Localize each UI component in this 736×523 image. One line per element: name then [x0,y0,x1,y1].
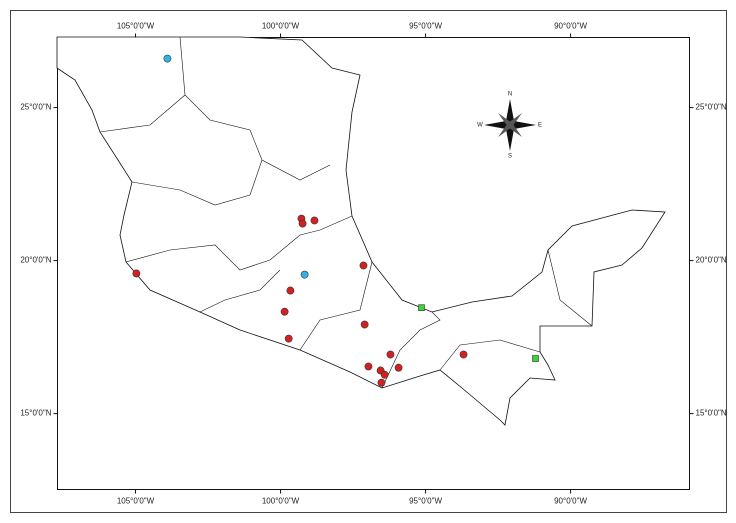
site-marker [360,320,369,329]
site-marker [377,378,386,387]
site-marker [386,350,395,359]
y-tick-label-left: 25°0'0"N [20,103,51,112]
compass-w: W [477,123,483,129]
site-marker [459,350,468,359]
site-marker [532,355,539,362]
compass-rose: N S E W [477,92,542,160]
y-tick-label-right: 20°0'0"N [696,256,727,265]
site-marker [364,362,373,371]
compass-s: S [508,154,512,160]
x-tick-label-bottom: 90°0'0"W [554,497,587,506]
site-marker [380,370,389,379]
site-marker [300,270,309,279]
site-marker [359,261,368,270]
y-tick-label-right: 25°0'0"N [696,103,727,112]
x-tick-label-bottom: 100°0'0"W [262,497,300,506]
y-tick-label-left: 20°0'0"N [20,256,51,265]
site-marker [298,219,307,228]
compass-n: N [508,92,512,98]
site-marker [163,54,172,63]
x-tick-label-top: 90°0'0"W [554,22,587,31]
y-tick-label-right: 15°0'0"N [696,409,727,418]
site-marker [284,334,293,343]
site-marker [310,216,319,225]
x-tick-label-top: 95°0'0"W [409,22,442,31]
x-tick-label-top: 105°0'0"W [117,22,155,31]
site-marker [280,307,289,316]
site-marker [418,304,425,312]
site-marker [286,286,295,295]
site-marker [132,269,141,278]
x-tick-label-top: 100°0'0"W [262,22,300,31]
state-borders [99,36,593,389]
x-tick-label-bottom: 95°0'0"W [409,497,442,506]
x-tick-label-bottom: 105°0'0"W [117,497,155,506]
compass-e: E [538,123,542,129]
compass-diagonals [498,113,522,137]
site-marker [394,363,403,372]
y-tick-label-left: 15°0'0"N [20,409,51,418]
